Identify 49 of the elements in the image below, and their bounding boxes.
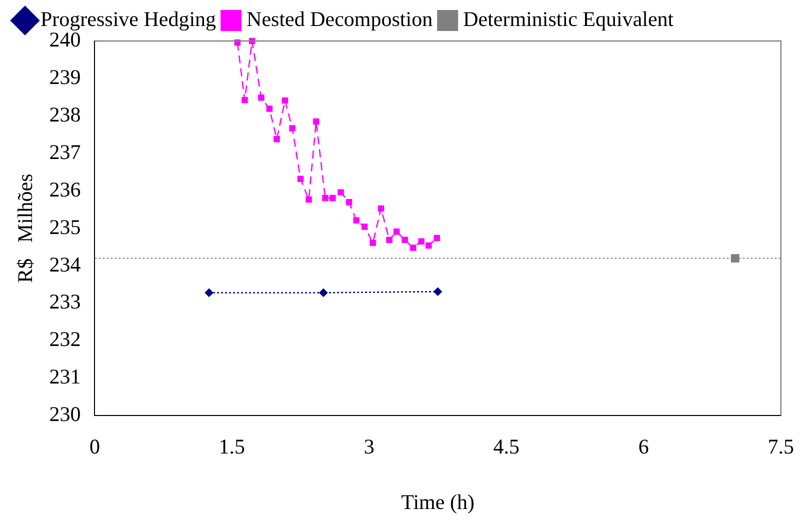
- x-tick-label: 7.5: [768, 434, 794, 459]
- point: [274, 136, 280, 142]
- point: [322, 194, 328, 202]
- y-tick-label: 239: [49, 64, 81, 89]
- y-tick-label: 232: [49, 327, 81, 352]
- y-axis-title: R$ Milhões: [13, 174, 38, 283]
- y-tick-label: 231: [49, 364, 81, 389]
- x-tick-label: 0: [89, 434, 100, 459]
- point: [338, 189, 344, 196]
- point: [282, 97, 288, 104]
- y-tick-label: 237: [49, 140, 81, 164]
- point: [418, 238, 424, 245]
- point: [319, 288, 328, 297]
- y-tick-label: 236: [49, 177, 81, 202]
- point: [730, 254, 740, 262]
- y-tick-label: 230: [49, 402, 81, 426]
- x-tick-label: 6: [638, 434, 649, 459]
- y-tick-label: 234: [49, 252, 82, 276]
- point: [242, 97, 248, 104]
- x-tick-label: 3: [364, 434, 374, 459]
- point: [434, 234, 440, 242]
- legend-label: Deterministic Equivalent: [463, 7, 674, 32]
- legend-label: Nested Decompostion: [246, 7, 434, 32]
- y-tick-label: 238: [49, 102, 81, 126]
- point: [393, 228, 400, 235]
- point: [434, 287, 442, 296]
- point: [426, 242, 432, 249]
- y-tick-label: 235: [49, 214, 81, 239]
- point: [329, 194, 336, 202]
- point: [306, 196, 312, 203]
- point: [289, 125, 296, 132]
- x-axis-title: Time (h): [401, 490, 474, 514]
- point: [402, 236, 408, 244]
- point: [386, 236, 392, 244]
- point: [353, 217, 360, 224]
- point: [266, 106, 273, 112]
- point: [361, 224, 368, 230]
- point: [410, 244, 416, 251]
- point: [312, 118, 320, 125]
- point: [378, 205, 384, 212]
- point: [346, 198, 352, 206]
- y-tick-label: 233: [49, 290, 81, 314]
- legend-label: Progressive Hedging: [40, 7, 217, 32]
- point: [204, 288, 214, 297]
- point: [370, 240, 376, 246]
- point: [258, 94, 264, 101]
- point: [297, 176, 304, 182]
- x-tick-label: 4.5: [493, 434, 520, 459]
- x-tick-label: 1.5: [218, 434, 246, 459]
